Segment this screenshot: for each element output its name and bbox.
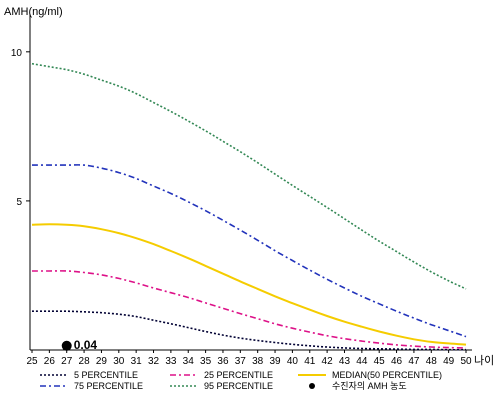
x-tick-label: 29: [96, 356, 108, 367]
y-tick-label: 10: [11, 48, 23, 59]
legend-item-95-percentile: 95 PERCENTILE: [170, 381, 273, 391]
x-tick-label: 41: [304, 356, 316, 367]
x-tick-label: 42: [322, 356, 334, 367]
patient-amh-marker: [61, 340, 72, 351]
x-ticks: 25 26 27 28 29 30 31 32 33 34 35 36 37 38 39 40 41 42 43 44…: [26, 350, 472, 367]
x-tick-label: 40: [287, 356, 299, 367]
series-line-median-50-percentile: [31, 223, 467, 346]
x-tick-label: 43: [339, 356, 351, 367]
x-tick-label: 34: [183, 356, 195, 367]
x-tick-label: 33: [165, 356, 177, 367]
legend-label: 25 PERCENTILE: [204, 370, 273, 380]
y-ticks: 5 10: [11, 48, 30, 208]
x-tick-label: 35: [200, 356, 212, 367]
legend-item-5-percentile: 5 PERCENTILE: [40, 370, 138, 380]
legend-item-75-percentile: 75 PERCENTILE: [40, 381, 143, 391]
legend-label: 5 PERCENTILE: [74, 370, 138, 380]
y-axis-label: AMH(ng/ml): [4, 6, 63, 18]
x-tick-label: 31: [131, 356, 143, 367]
x-tick-label: 44: [356, 356, 368, 367]
patient-amh-value-label: 0.04: [74, 338, 98, 352]
x-tick-label: 32: [148, 356, 160, 367]
series-line-5-percentile: [32, 310, 467, 351]
x-tick-label: 25: [26, 356, 38, 367]
series-layer: [31, 62, 467, 351]
x-tick-label: 27: [61, 356, 73, 367]
x-tick-label: 50: [460, 356, 472, 367]
x-tick-label: 46: [391, 356, 403, 367]
legend-item-25-percentile: 25 PERCENTILE: [170, 370, 273, 380]
x-tick-label: 38: [252, 356, 264, 367]
legend-label: 75 PERCENTILE: [74, 381, 143, 391]
series-line-25-percentile: [31, 270, 467, 349]
x-tick-label: 30: [113, 356, 125, 367]
x-tick-label: 49: [443, 356, 455, 367]
y-tick-label: 5: [16, 197, 22, 208]
legend-label: 95 PERCENTILE: [204, 381, 273, 391]
series-line-95-percentile: [31, 62, 467, 290]
legend-item-median-50-percentile: MEDIAN(50 PERCENTILE): [298, 370, 442, 380]
x-tick-label: 28: [79, 356, 91, 367]
y-axis: AMH(ng/ml) 5 10: [4, 6, 63, 350]
x-tick-label: 39: [269, 356, 281, 367]
x-tick-label: 45: [374, 356, 386, 367]
marker-layer: 0.04: [61, 338, 98, 352]
x-tick-label: 37: [235, 356, 247, 367]
series-line-75-percentile: [32, 164, 467, 338]
x-tick-label: 48: [426, 356, 438, 367]
legend-label: 수진자의 AMH 농도: [332, 381, 407, 391]
x-tick-label: 47: [408, 356, 420, 367]
legend-item-amh: 수진자의 AMH 농도: [309, 381, 407, 391]
legend-marker-swatch: [309, 383, 315, 389]
x-tick-label: 26: [44, 356, 56, 367]
x-axis: 나이 25 26 27 28 29 30 31 32 33 34 35 36 37 38 39 40 41 42 4…: [26, 349, 494, 367]
x-axis-label: 나이: [474, 354, 494, 367]
legend: 5 PERCENTILE 25 PERCENTILE MEDIAN(50 PERCE…: [40, 370, 442, 391]
x-tick-label: 36: [217, 356, 229, 367]
legend-label: MEDIAN(50 PERCENTILE): [332, 370, 442, 380]
